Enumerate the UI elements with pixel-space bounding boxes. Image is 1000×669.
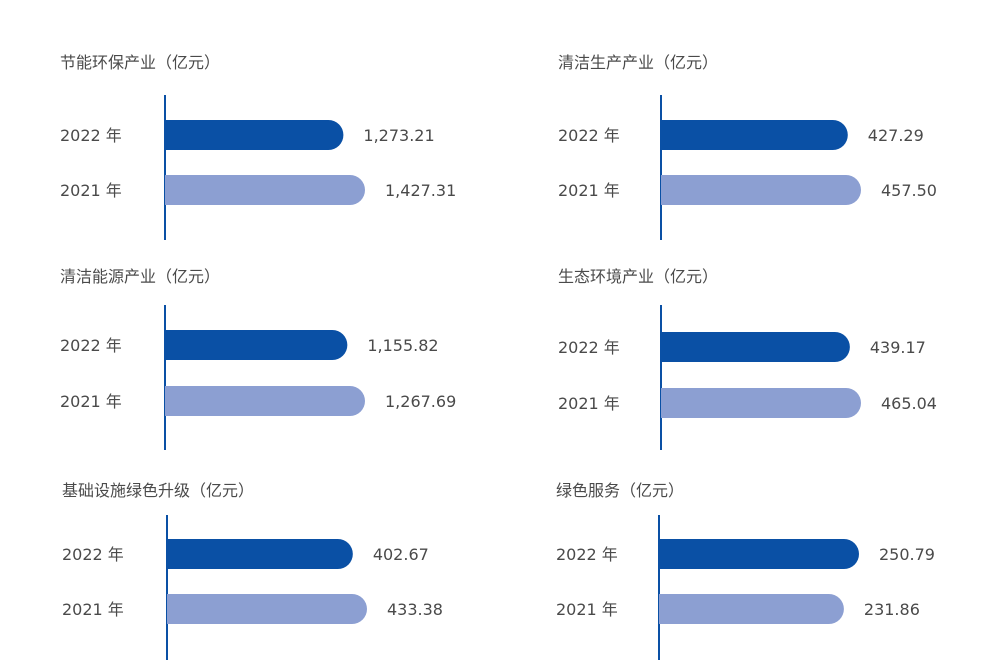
panel-title: 清洁生产产业（亿元） — [558, 53, 718, 72]
category-label: 2021 年 — [60, 392, 122, 411]
category-label: 2021 年 — [558, 394, 620, 413]
category-label: 2021 年 — [62, 600, 124, 619]
bar-2021 — [661, 388, 861, 418]
value-label: 427.29 — [868, 126, 924, 145]
value-label: 457.50 — [881, 181, 937, 200]
value-label: 433.38 — [387, 600, 443, 619]
category-label: 2022 年 — [60, 126, 122, 145]
bar-2022 — [661, 120, 848, 150]
bar-2022 — [165, 120, 344, 150]
category-label: 2021 年 — [558, 181, 620, 200]
value-label: 402.67 — [373, 545, 429, 564]
bar-2021 — [659, 594, 844, 624]
bar-2021 — [167, 594, 367, 624]
category-label: 2022 年 — [558, 338, 620, 357]
bar-2021 — [165, 386, 365, 416]
category-label: 2021 年 — [556, 600, 618, 619]
panel-title: 生态环境产业（亿元） — [558, 267, 718, 286]
category-label: 2022 年 — [60, 336, 122, 355]
bar-2022 — [659, 539, 859, 569]
panel-title: 节能环保产业（亿元） — [60, 53, 220, 72]
value-label: 250.79 — [879, 545, 935, 564]
value-label: 1,427.31 — [385, 181, 456, 200]
panel-title: 清洁能源产业（亿元） — [60, 267, 220, 286]
bar-2022 — [661, 332, 850, 362]
value-label: 1,155.82 — [367, 336, 438, 355]
bar-2022 — [165, 330, 348, 360]
panel-title: 基础设施绿色升级（亿元） — [62, 481, 254, 500]
panel-title: 绿色服务（亿元） — [556, 481, 684, 500]
category-label: 2022 年 — [558, 126, 620, 145]
value-label: 1,267.69 — [385, 392, 456, 411]
value-label: 465.04 — [881, 394, 937, 413]
value-label: 231.86 — [864, 600, 920, 619]
category-label: 2021 年 — [60, 181, 122, 200]
category-label: 2022 年 — [556, 545, 618, 564]
value-label: 1,273.21 — [363, 126, 434, 145]
category-label: 2022 年 — [62, 545, 124, 564]
value-label: 439.17 — [870, 338, 926, 357]
bar-2021 — [661, 175, 861, 205]
bar-2022 — [167, 539, 353, 569]
bar-2021 — [165, 175, 365, 205]
